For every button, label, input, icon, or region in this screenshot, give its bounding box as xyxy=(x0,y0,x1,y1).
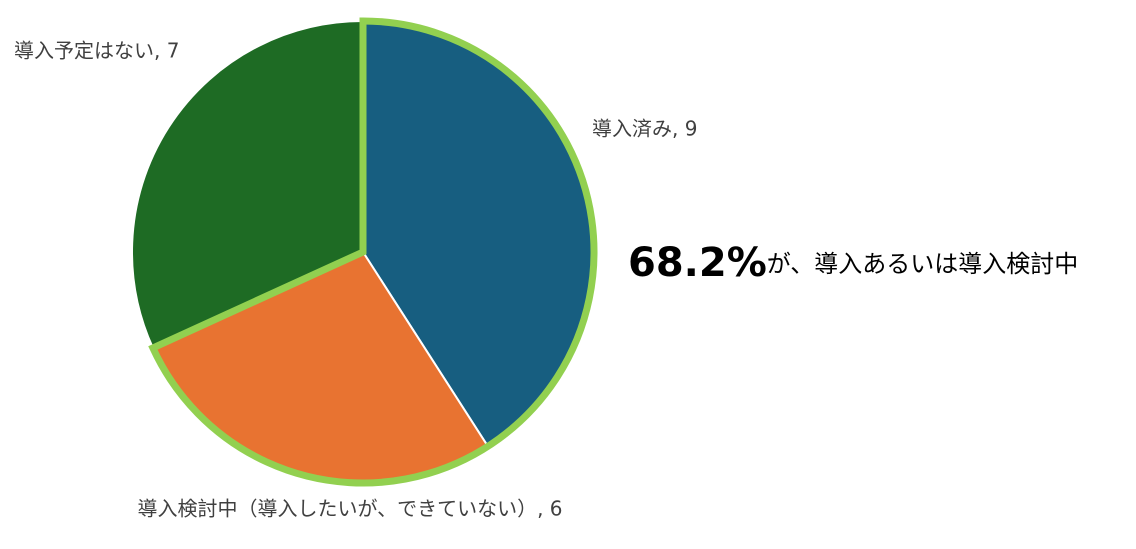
highlight-outline xyxy=(148,17,598,487)
data-label: 導入検討中（導入したいが、できていない）, 6 xyxy=(137,497,562,521)
data-label: 導入予定はない, 7 xyxy=(14,39,179,63)
annotation: 68.2%が、導入あるいは導入検討中 xyxy=(628,240,1078,286)
pie-slice xyxy=(131,19,364,350)
data-label: 導入済み, 9 xyxy=(592,117,697,141)
annotation-highlight: 68.2% xyxy=(628,240,767,286)
annotation-text: が、導入あるいは導入検討中 xyxy=(767,250,1079,278)
